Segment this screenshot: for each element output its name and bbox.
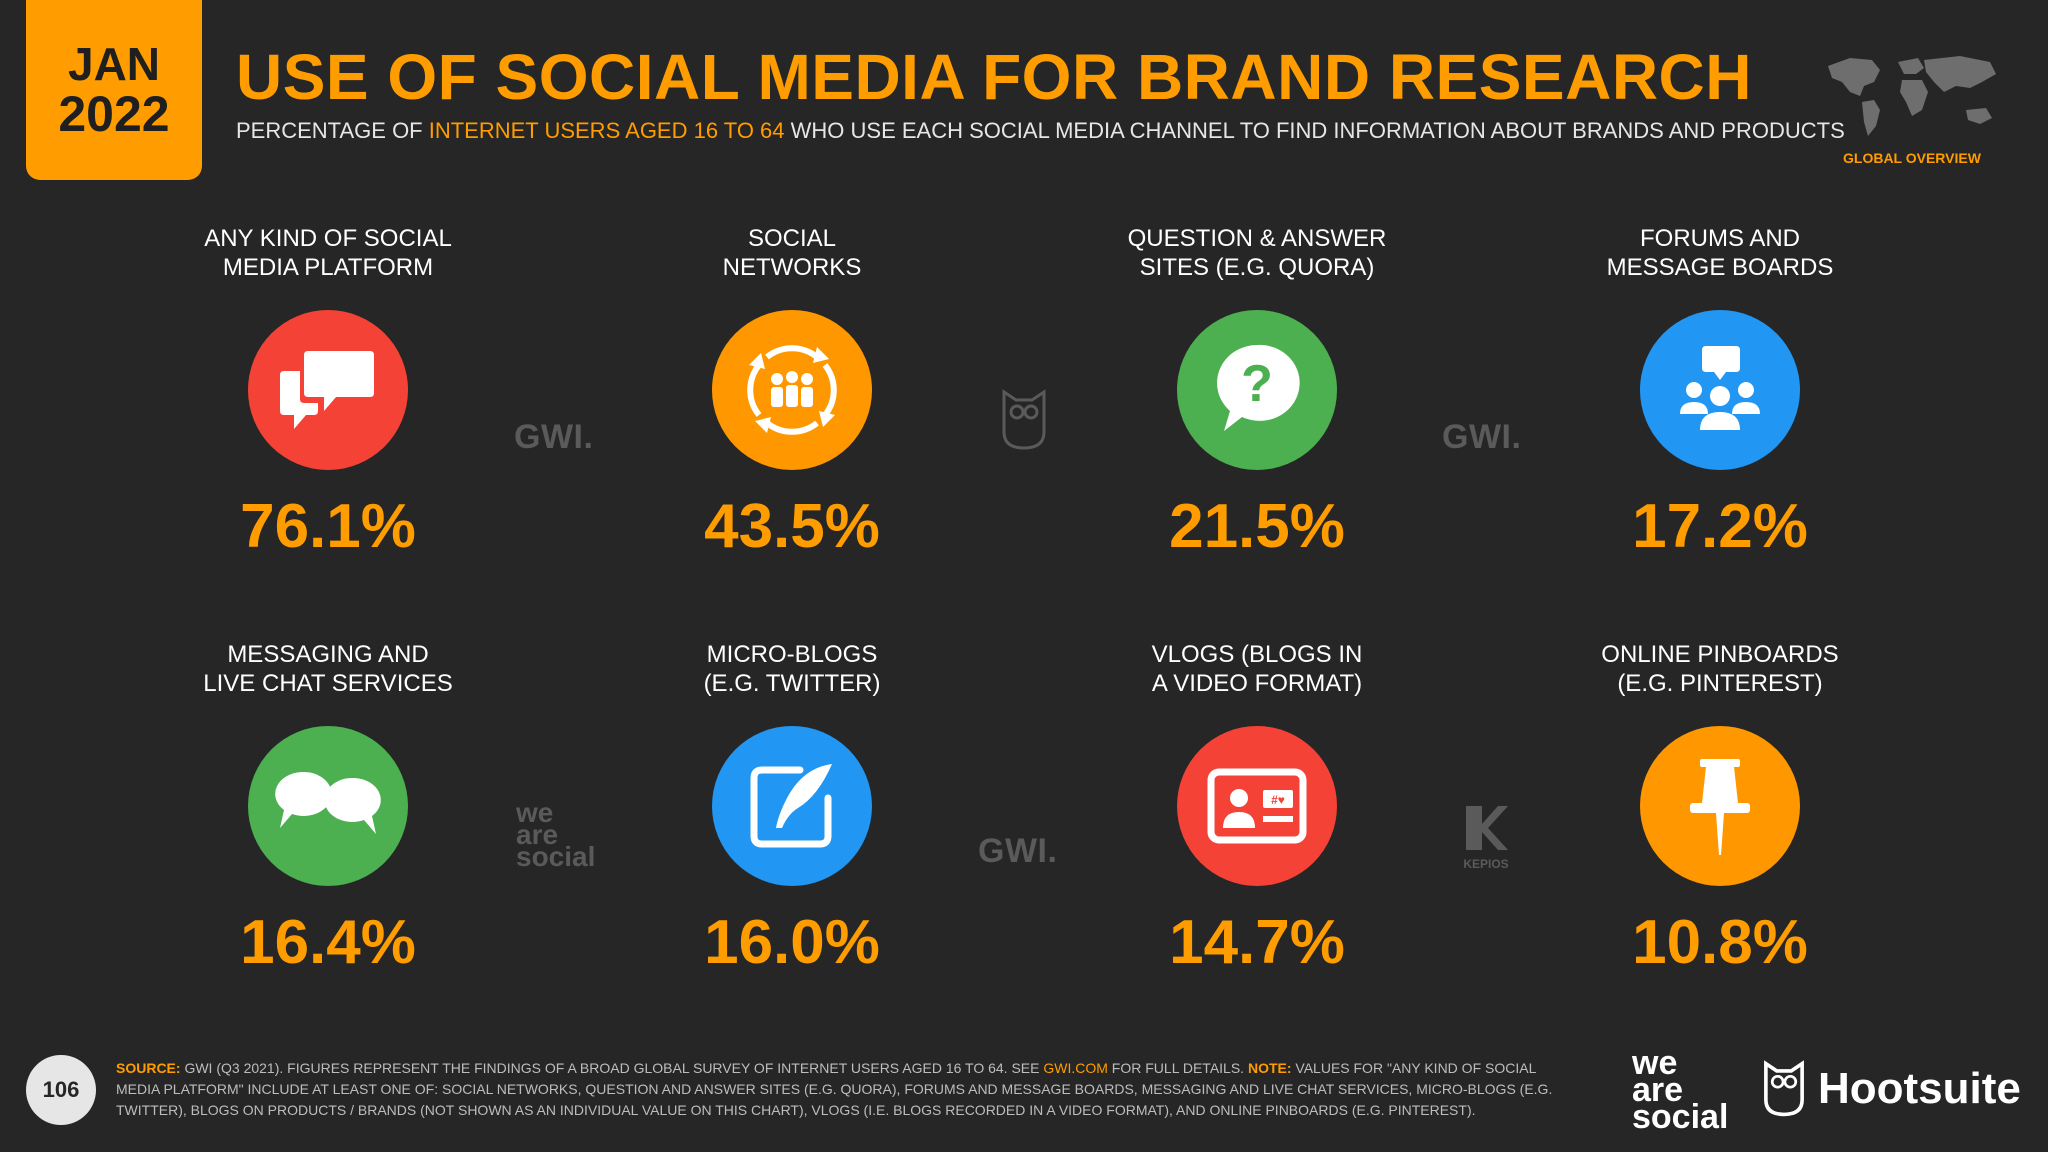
metric-micro-blogs: MICRO-BLOGS (E.G. TWITTER) 16.0% <box>602 638 982 978</box>
metric-label: ONLINE PINBOARDS (E.G. PINTEREST) <box>1530 638 1910 698</box>
label-line-1: ANY KIND OF SOCIAL <box>204 225 452 252</box>
metric-value: 14.7% <box>1169 908 1345 977</box>
gwi-watermark: GWI. <box>514 418 594 456</box>
label-line-2: (E.G. PINTEREST) <box>1617 670 1823 697</box>
source-text-2: FOR FULL DETAILS. <box>1107 1060 1248 1076</box>
metric-label: VLOGS (BLOGS IN A VIDEO FORMAT) <box>1067 638 1447 698</box>
video-card-icon: #♥ <box>1177 726 1337 886</box>
source-label: SOURCE: <box>116 1060 181 1076</box>
metric-value: 21.5% <box>1169 492 1345 561</box>
wm-we: we <box>516 797 554 828</box>
note-text: VALUES FOR "ANY KIND OF SOCIAL MEDIA PLA… <box>116 1060 1553 1118</box>
label-line-1: FORUMS AND <box>1639 225 1800 252</box>
label-line-1: VLOGS (BLOGS IN <box>1151 641 1363 668</box>
label-line-2: NETWORKS <box>722 254 862 281</box>
brand-social: social <box>1632 1098 1729 1136</box>
metric-any-social-platform: ANY KIND OF SOCIAL MEDIA PLATFORM 76.1% <box>138 222 518 562</box>
brand-are: are <box>1632 1071 1684 1109</box>
wm-are: are <box>516 819 559 850</box>
metric-social-networks: SOCIAL NETWORKS 43.5% <box>602 222 982 562</box>
metric-label: MESSAGING AND LIVE CHAT SERVICES <box>138 638 518 698</box>
label-line-2: LIVE CHAT SERVICES <box>203 670 453 697</box>
metric-value: 17.2% <box>1632 492 1808 561</box>
kepios-watermark: KEPIOS <box>1462 804 1510 871</box>
group-message-icon <box>1640 310 1800 470</box>
label-line-2: SITES (E.G. QUORA) <box>1139 254 1375 281</box>
label-line-2: MEDIA PLATFORM <box>222 254 434 281</box>
label-line-1: SOCIAL <box>747 225 837 252</box>
subtitle-highlight: INTERNET USERS AGED 16 TO 64 <box>428 118 785 143</box>
pushpin-icon <box>1640 726 1800 886</box>
label-line-1: QUESTION & ANSWER <box>1127 225 1387 252</box>
subtitle-post: WHO USE EACH SOCIAL MEDIA CHANNEL TO FIN… <box>784 118 1845 143</box>
global-overview-label: GLOBAL OVERVIEW <box>1843 150 1981 166</box>
label-line-2: (E.G. TWITTER) <box>703 670 881 697</box>
world-map-icon <box>1828 56 1996 136</box>
hootsuite-logo: Hootsuite <box>1762 1060 2021 1118</box>
metric-label: QUESTION & ANSWER SITES (E.G. QUORA) <box>1067 222 1447 282</box>
date-year: 2022 <box>58 86 170 142</box>
hootsuite-owl-icon <box>1764 1060 1804 1117</box>
date-badge: JAN 2022 <box>26 0 202 180</box>
source-note: SOURCE: GWI (Q3 2021). FIGURES REPRESENT… <box>116 1058 1576 1121</box>
label-line-1: MICRO-BLOGS <box>706 641 878 668</box>
svg-text:?: ? <box>1241 355 1273 413</box>
page-number: 106 <box>26 1055 96 1125</box>
we-are-social-watermark: we are social <box>516 797 596 872</box>
metric-question-answer-sites: QUESTION & ANSWER SITES (E.G. QUORA) ? 2… <box>1067 222 1447 562</box>
kepios-logo-icon <box>1466 806 1508 850</box>
page-title: USE OF SOCIAL MEDIA FOR BRAND RESEARCH <box>236 41 1752 113</box>
svg-text:#♥: #♥ <box>1271 793 1285 807</box>
source-link[interactable]: GWI.COM <box>1043 1060 1108 1076</box>
hootsuite-owl-watermark-icon <box>1002 389 1046 450</box>
we-are-social-logo: we are social <box>1632 1044 1729 1136</box>
speech-bubbles-icon <box>248 726 408 886</box>
page-subtitle: PERCENTAGE OF INTERNET USERS AGED 16 TO … <box>236 118 1845 144</box>
metric-label: FORUMS AND MESSAGE BOARDS <box>1530 222 1910 282</box>
label-line-2: A VIDEO FORMAT) <box>1151 670 1363 697</box>
quill-edit-icon <box>712 726 872 886</box>
gwi-watermark: GWI. <box>1442 418 1522 456</box>
chat-bubbles-icon <box>248 310 408 470</box>
metric-forums-message-boards: FORUMS AND MESSAGE BOARDS 17.2% <box>1530 222 1910 562</box>
metric-value: 43.5% <box>704 492 880 561</box>
note-label: NOTE: <box>1247 1060 1292 1076</box>
metric-value: 76.1% <box>240 492 416 561</box>
metric-online-pinboards: ONLINE PINBOARDS (E.G. PINTEREST) 10.8% <box>1530 638 1910 978</box>
label-line-1: MESSAGING AND <box>227 641 429 668</box>
hootsuite-wordmark: Hootsuite <box>1818 1064 2021 1113</box>
gwi-watermark: GWI. <box>978 832 1058 870</box>
subtitle-pre: PERCENTAGE OF <box>236 118 429 143</box>
metric-vlogs: VLOGS (BLOGS IN A VIDEO FORMAT) #♥ 14.7% <box>1067 638 1447 978</box>
label-line-2: MESSAGE BOARDS <box>1606 254 1834 281</box>
metric-label: MICRO-BLOGS (E.G. TWITTER) <box>602 638 982 698</box>
metric-value: 16.0% <box>704 908 880 977</box>
date-month: JAN <box>67 38 161 90</box>
people-network-icon <box>712 310 872 470</box>
wm-social: social <box>516 841 596 872</box>
metric-value: 16.4% <box>240 908 416 977</box>
metric-label: SOCIAL NETWORKS <box>602 222 982 282</box>
brand-we: we <box>1632 1044 1678 1082</box>
metric-messaging-live-chat: MESSAGING AND LIVE CHAT SERVICES 16.4% <box>138 638 518 978</box>
metric-value: 10.8% <box>1632 908 1808 977</box>
kepios-text: KEPIOS <box>1463 857 1509 871</box>
question-bubble-icon: ? <box>1177 310 1337 470</box>
source-text: GWI (Q3 2021). FIGURES REPRESENT THE FIN… <box>180 1060 1044 1076</box>
metric-label: ANY KIND OF SOCIAL MEDIA PLATFORM <box>138 222 518 282</box>
label-line-1: ONLINE PINBOARDS <box>1601 641 1839 668</box>
